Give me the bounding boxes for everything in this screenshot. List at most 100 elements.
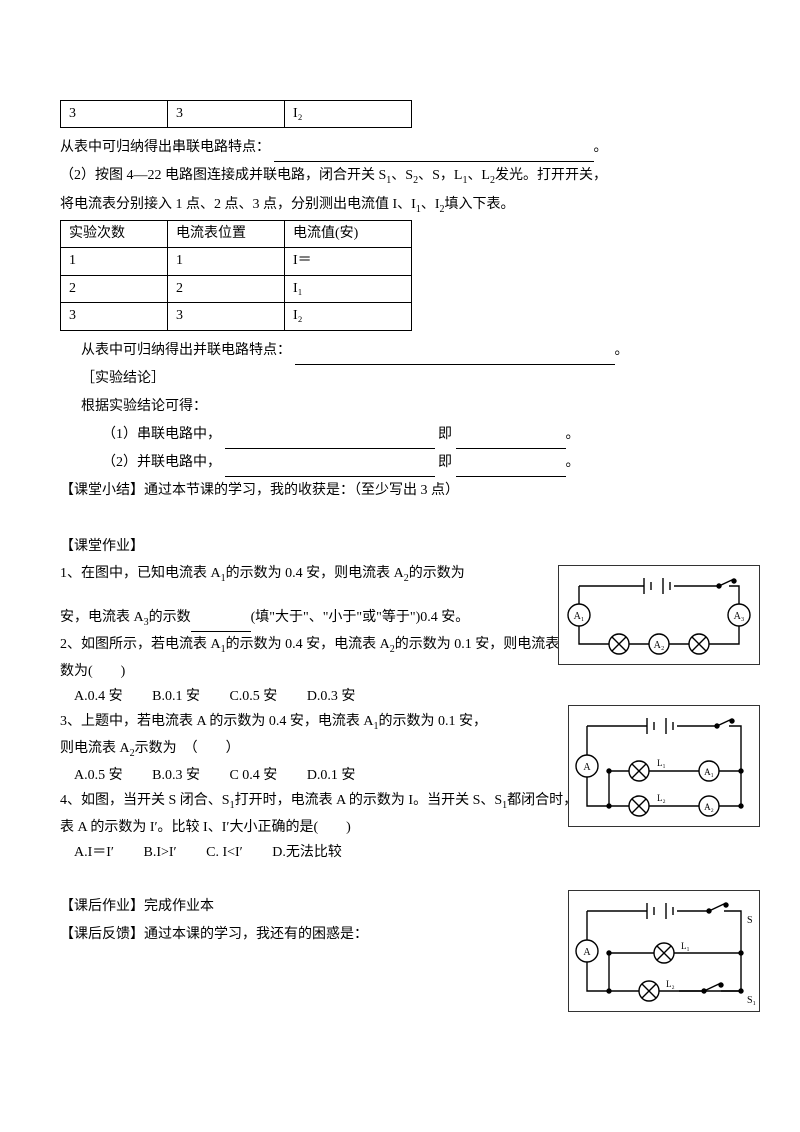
svg-text:A₂: A₂ [654,640,665,651]
text: 的示数为 0.4 安，则电流表 A [226,566,404,581]
q4-options: A.I＝I′ B.I>I′ C. I<I′ D.无法比较 [60,840,740,865]
blank [274,146,594,162]
text: 2、如图所示，若电流表 A [60,637,221,652]
opt-a: A.0.5 安 [74,763,123,788]
circuit-fig-3: S A L₁ L₂ S₁ [568,890,760,1012]
text-homework-tag: 【课堂作业】 [60,533,740,561]
opt-a: A.I＝I′ [74,840,114,865]
tag: 【课后作业】 [60,899,144,914]
opt-d: D.无法比较 [272,840,342,865]
text-class-summary: 【课堂小结】通过本节课的学习，我的收获是：（至少写出 3 点） [60,477,740,505]
blank [225,432,435,448]
cell-n: 3 [61,101,168,128]
opt-b: B.0.3 安 [152,763,200,788]
svg-text:A₂: A₂ [704,802,714,812]
cell: 2 [61,275,168,302]
blank [295,348,615,364]
opt-a: A.0.4 安 [74,684,123,709]
text-step2b: 将电流表分别接入 1 点、2 点、3 点，分别测出电流值 I、I1、I2填入下表… [60,191,740,220]
svg-text:A₁: A₁ [574,611,585,622]
table-row: 3 3 I₂ [61,303,412,330]
svg-text:L₁: L₁ [657,758,666,768]
cell: I₁ [285,275,412,302]
text: （2）并联电路中， [102,455,221,470]
text: 的示数为 [409,566,465,581]
opt-c: C.0.5 安 [229,684,277,709]
text: 通过本课的学习，我还有的困惑是： [144,927,368,942]
cell: 1 [168,248,285,275]
text: 3、上题中，若电流表 A 的示数为 0.4 安，电流表 A [60,714,373,729]
circuit-fig-2: A L₁ A₁ L₂ A₂ [568,705,760,827]
text: 、S [391,168,413,183]
text: 从表中可归纳得出并联电路特点： [81,343,291,358]
text: 即 [438,427,452,442]
table-row: 1 1 I＝ [61,248,412,275]
text: 、S，L [418,168,462,183]
text: 从表中可归纳得出串联电路特点： [60,140,270,155]
text: 发光。打开开关， [495,168,607,183]
opt-d: D.0.3 安 [307,684,356,709]
text-conclude-lead: 根据实验结论可得： [60,393,740,421]
opt-c: C 0.4 安 [229,763,277,788]
text-experiment-conclude: ［实验结论］ [60,365,740,393]
cell-val: I₂ [285,101,412,128]
text: （2）按图 4—22 电路图连接成并联电路，闭合开关 S [60,168,386,183]
tag: 【课堂小结】 [60,483,144,498]
svg-text:L₂: L₂ [666,979,675,989]
svg-text:S: S [747,915,753,926]
text: 填入下表。 [445,197,515,212]
text: 的示数 [149,610,191,625]
text: 打开时，电流表 A 的示数为 I。当开关 S、S [235,793,503,808]
table-row: 2 2 I₁ [61,275,412,302]
blank [456,460,566,476]
col-val: 电流值(安) [285,220,412,247]
cell: 1 [61,248,168,275]
text: 1、在图中，已知电流表 A [60,566,221,581]
svg-text:A₃: A₃ [734,611,745,622]
tag: 【课后反馈】 [60,927,144,942]
tag: 【课堂作业】 [60,539,144,554]
opt-c: C. I<I′ [206,840,243,865]
text: 、L [467,168,490,183]
text: （1）串联电路中， [102,427,221,442]
text-parallel-rule: （2）并联电路中， 即 。 [60,449,740,477]
opt-b: B.0.1 安 [152,684,200,709]
cell: 2 [168,275,285,302]
text: 将电流表分别接入 1 点、2 点、3 点，分别测出电流值 I、I [60,197,416,212]
text: (填"大于"、"小于"或"等于")0.4 安。 [251,610,470,625]
table-row-header: 实验次数 电流表位置 电流值(安) [61,220,412,247]
cell: 3 [168,303,285,330]
blank [225,460,435,476]
text: 示数为 （ ） [135,741,240,756]
text-parallel-conclusion: 从表中可归纳得出并联电路特点： 。 [60,337,740,365]
text: 即 [438,455,452,470]
text-series-rule: （1）串联电路中， 即 。 [60,421,740,449]
cell: 3 [61,303,168,330]
svg-text:A: A [583,762,591,773]
opt-b: B.I>I′ [144,840,177,865]
blank [191,616,251,632]
cell-pos: 3 [168,101,285,128]
svg-text:L₁: L₁ [681,941,690,951]
col-n: 实验次数 [61,220,168,247]
text: 完成作业本 [144,899,214,914]
cell: I＝ [285,248,412,275]
text: 的示数为 0.1 安， [378,714,487,729]
text: 安，电流表 A [60,610,144,625]
text-series-conclusion: 从表中可归纳得出串联电路特点： 。 [60,134,740,162]
cell: I₂ [285,303,412,330]
opt-d: D.0.1 安 [307,763,356,788]
text-step2: （2）按图 4—22 电路图连接成并联电路，闭合开关 S1、S2、S，L1、L2… [60,162,740,191]
table-series-frag: 3 3 I₂ [60,100,412,128]
text: 通过本节课的学习，我的收获是：（至少写出 3 点） [144,483,459,498]
circuit-fig-1: A₁ A₃ A₂ [558,565,760,665]
col-pos: 电流表位置 [168,220,285,247]
text: 4、如图，当开关 S 闭合、S [60,793,230,808]
text: 的示数为 0.4 安，电流表 A [226,637,390,652]
text: 则电流表 A [60,741,130,756]
blank [456,432,566,448]
table-parallel: 实验次数 电流表位置 电流值(安) 1 1 I＝ 2 2 I₁ 3 3 I₂ [60,220,412,331]
table-row: 3 3 I₂ [61,101,412,128]
svg-text:A₁: A₁ [704,767,714,777]
svg-text:A: A [583,947,591,958]
